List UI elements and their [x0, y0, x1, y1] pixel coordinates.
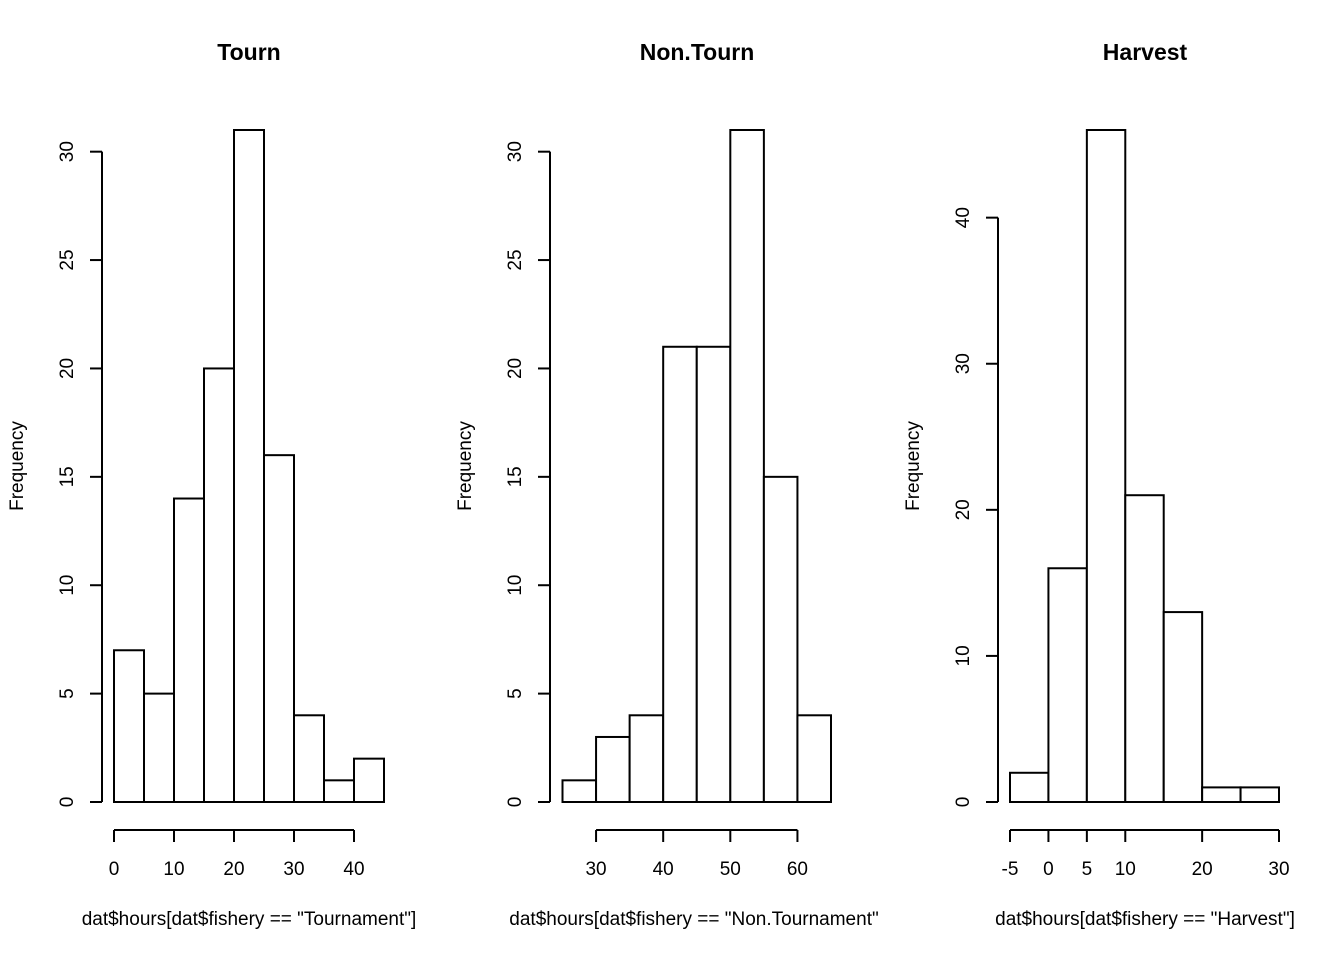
x-axis-label: dat$hours[dat$fishery == "Non.Tournament… — [509, 909, 878, 930]
y-tick-label: 15 — [505, 466, 526, 487]
histogram-bar — [695, 345, 732, 803]
histogram-bar — [1239, 786, 1280, 803]
x-tick-label: 30 — [1268, 859, 1289, 880]
histogram-bar — [1124, 494, 1165, 803]
histogram-bar — [1162, 611, 1204, 804]
y-tick-label: 30 — [953, 353, 974, 374]
x-tick-label: 60 — [787, 859, 808, 880]
y-tick-label: 10 — [57, 575, 78, 596]
y-axis-label: Frequency — [7, 421, 28, 511]
x-tick-label: 20 — [1192, 859, 1213, 880]
histogram-bar — [293, 714, 325, 804]
x-tick-label: 10 — [1115, 859, 1136, 880]
x-tick-label: 50 — [720, 859, 741, 880]
histogram-bar — [203, 367, 235, 803]
histogram-bar — [762, 475, 799, 803]
x-tick-label: 30 — [283, 859, 304, 880]
y-tick-label: 20 — [57, 358, 78, 379]
histogram-bar — [1085, 129, 1127, 803]
y-tick-label: 0 — [953, 797, 974, 808]
histogram-bar — [263, 454, 295, 803]
x-tick-label: 40 — [343, 859, 364, 880]
histogram-bar — [796, 714, 832, 804]
histogram-bar — [143, 692, 175, 804]
y-tick-label: 30 — [505, 141, 526, 162]
x-tick-label: 40 — [653, 859, 674, 880]
y-tick-label: 40 — [953, 207, 974, 228]
histogram-bar — [1201, 786, 1242, 803]
y-tick-label: 5 — [57, 688, 78, 699]
histogram-bar — [233, 129, 265, 803]
histogram-bar — [1047, 567, 1088, 803]
y-axis-label: Frequency — [903, 421, 924, 511]
histogram-bar — [561, 779, 598, 803]
y-tick-label: 20 — [953, 499, 974, 520]
y-tick-label: 15 — [57, 466, 78, 487]
histogram-bar — [1009, 771, 1050, 803]
histogram-bar — [323, 779, 355, 803]
x-tick-label: 5 — [1082, 859, 1093, 880]
y-tick-label: 10 — [505, 575, 526, 596]
histogram-bar — [353, 757, 385, 803]
histogram-bar — [628, 714, 665, 804]
x-tick-label: 0 — [109, 859, 120, 880]
x-tick-label: 30 — [585, 859, 606, 880]
x-tick-label: 20 — [223, 859, 244, 880]
y-tick-label: 5 — [505, 688, 526, 699]
chart-title: Tourn — [217, 39, 280, 65]
x-axis-label: dat$hours[dat$fishery == "Tournament"] — [82, 909, 417, 930]
chart-title: Non.Tourn — [640, 39, 755, 65]
y-axis-label: Frequency — [455, 421, 476, 511]
y-tick-label: 10 — [953, 645, 974, 666]
y-tick-label: 25 — [57, 249, 78, 270]
histogram-bar — [662, 345, 698, 803]
chart-title: Harvest — [1103, 39, 1188, 65]
histogram-bar — [173, 497, 205, 803]
histogram-bar — [729, 129, 765, 803]
x-tick-label: -5 — [1002, 859, 1019, 880]
x-tick-label: 0 — [1043, 859, 1054, 880]
y-tick-label: 20 — [505, 358, 526, 379]
y-tick-label: 30 — [57, 141, 78, 162]
x-axis-label: dat$hours[dat$fishery == "Harvest"] — [995, 909, 1295, 930]
y-tick-label: 0 — [57, 797, 78, 808]
histogram-bar — [595, 735, 631, 803]
y-tick-label: 25 — [505, 249, 526, 270]
y-tick-label: 0 — [505, 797, 526, 808]
x-tick-label: 10 — [163, 859, 184, 880]
histogram-bar — [113, 649, 145, 803]
